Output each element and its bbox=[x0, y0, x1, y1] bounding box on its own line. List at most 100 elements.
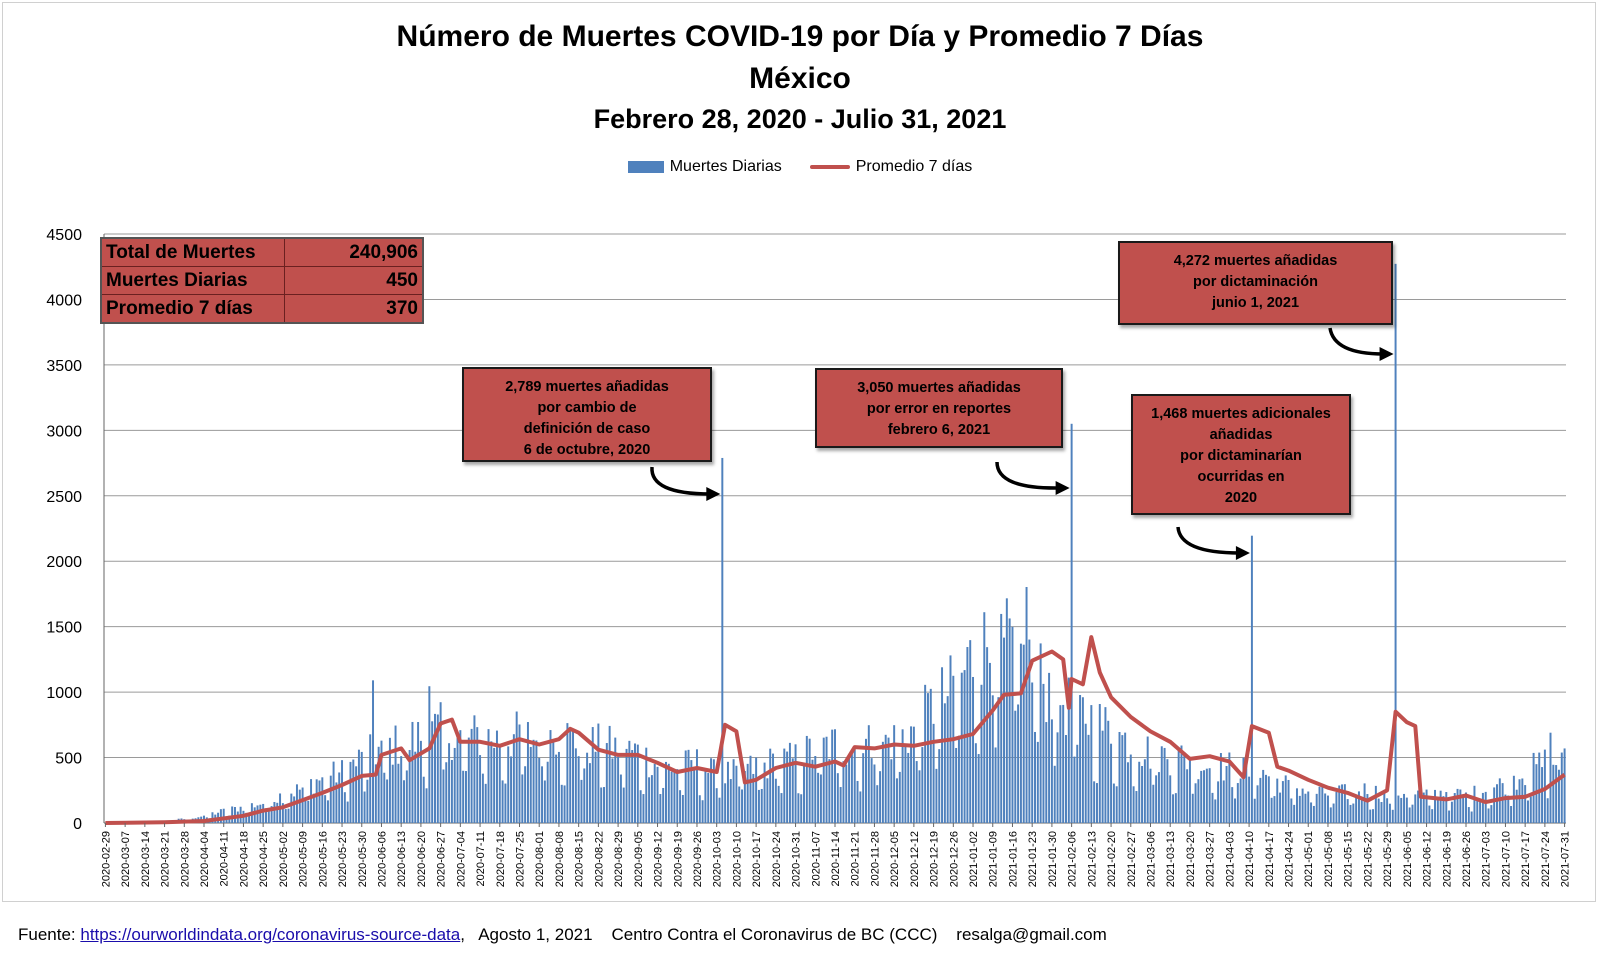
daily-bar bbox=[285, 809, 287, 823]
daily-bar bbox=[1319, 787, 1321, 823]
x-tick-label: 2021-06-05 bbox=[1402, 831, 1414, 887]
daily-bar bbox=[947, 696, 949, 823]
daily-bar bbox=[651, 775, 653, 823]
summary-value: 370 bbox=[285, 298, 422, 320]
daily-bar bbox=[719, 798, 721, 823]
daily-bar bbox=[1175, 793, 1177, 823]
daily-bar bbox=[1251, 536, 1253, 823]
daily-bar bbox=[454, 748, 456, 823]
daily-bar bbox=[611, 758, 613, 823]
daily-bar bbox=[811, 760, 813, 823]
daily-bar bbox=[941, 667, 943, 823]
daily-bar bbox=[696, 749, 698, 823]
daily-bar bbox=[1550, 733, 1552, 823]
daily-bar bbox=[1082, 697, 1084, 823]
daily-bar bbox=[490, 741, 492, 823]
x-tick-label: 2020-09-19 bbox=[672, 831, 684, 887]
daily-bar bbox=[302, 788, 304, 823]
daily-bar bbox=[299, 790, 301, 823]
footer-prefix: Fuente: bbox=[18, 925, 80, 944]
daily-bar bbox=[1330, 807, 1332, 823]
y-tick-label: 3500 bbox=[46, 358, 82, 375]
daily-bar bbox=[1147, 737, 1149, 823]
daily-bar bbox=[888, 738, 890, 823]
x-tick-label: 2020-03-28 bbox=[179, 831, 191, 887]
daily-bar bbox=[699, 795, 701, 823]
daily-bar bbox=[792, 758, 794, 823]
daily-bar bbox=[1107, 721, 1109, 823]
daily-bar bbox=[727, 762, 729, 823]
daily-bar bbox=[493, 748, 495, 823]
x-tick-label: 2021-01-30 bbox=[1047, 831, 1059, 887]
daily-bar bbox=[307, 801, 309, 823]
daily-bar bbox=[1479, 801, 1481, 823]
daily-bar bbox=[1124, 733, 1126, 823]
daily-bar bbox=[1468, 807, 1470, 823]
x-tick-label: 2021-04-24 bbox=[1284, 831, 1296, 887]
daily-bar bbox=[1166, 759, 1168, 823]
daily-bar bbox=[597, 724, 599, 823]
daily-bar bbox=[657, 767, 659, 823]
daily-bar bbox=[603, 787, 605, 823]
daily-bar bbox=[428, 686, 430, 823]
x-tick-label: 2021-03-27 bbox=[1205, 831, 1217, 887]
daily-bar bbox=[527, 722, 529, 823]
daily-bar bbox=[1561, 753, 1563, 823]
x-tick-label: 2021-05-01 bbox=[1303, 831, 1315, 887]
daily-bar bbox=[772, 754, 774, 823]
daily-bar bbox=[1271, 798, 1273, 823]
daily-bar bbox=[1192, 794, 1194, 823]
x-tick-label: 2020-04-18 bbox=[238, 831, 250, 887]
y-tick-label: 4000 bbox=[46, 292, 82, 309]
daily-bar bbox=[513, 734, 515, 823]
source-link[interactable]: https://ourworldindata.org/coronavirus-s… bbox=[80, 925, 460, 944]
daily-bar bbox=[1073, 757, 1075, 823]
daily-bar bbox=[1220, 753, 1222, 823]
daily-bar bbox=[958, 736, 960, 823]
daily-bar bbox=[411, 722, 413, 823]
daily-bar bbox=[924, 685, 926, 823]
daily-bar bbox=[1088, 735, 1090, 823]
x-tick-label: 2020-11-07 bbox=[810, 831, 822, 886]
daily-bar bbox=[1057, 732, 1059, 823]
daily-bar bbox=[1113, 784, 1115, 823]
daily-bar bbox=[1085, 724, 1087, 823]
daily-bar bbox=[499, 747, 501, 823]
daily-bar bbox=[817, 773, 819, 823]
daily-bar bbox=[1197, 779, 1199, 823]
daily-bar bbox=[606, 743, 608, 823]
daily-bar bbox=[1045, 722, 1047, 823]
daily-bar bbox=[268, 811, 270, 823]
y-tick-label: 3000 bbox=[46, 423, 82, 440]
daily-bar bbox=[662, 788, 664, 823]
daily-bar bbox=[361, 752, 363, 823]
daily-bar bbox=[1257, 785, 1259, 823]
daily-bar bbox=[369, 734, 371, 823]
daily-bar bbox=[789, 743, 791, 823]
daily-bar bbox=[871, 758, 873, 823]
daily-bar bbox=[440, 702, 442, 823]
daily-bar bbox=[1564, 748, 1566, 823]
daily-bar bbox=[1237, 783, 1239, 823]
daily-bar bbox=[372, 680, 374, 823]
daily-bar bbox=[1240, 779, 1242, 823]
daily-bar bbox=[1254, 799, 1256, 823]
daily-bar bbox=[1400, 798, 1402, 823]
x-tick-label: 2020-12-19 bbox=[929, 831, 941, 887]
x-tick-label: 2020-08-08 bbox=[554, 831, 566, 887]
daily-bar bbox=[721, 458, 723, 823]
x-tick-label: 2021-06-12 bbox=[1422, 831, 1434, 887]
daily-bar bbox=[1152, 785, 1154, 823]
daily-bar bbox=[1062, 705, 1064, 823]
arrow-april-head bbox=[1236, 546, 1250, 560]
x-tick-label: 2021-02-27 bbox=[1126, 831, 1138, 887]
daily-bar bbox=[1485, 792, 1487, 823]
daily-bar bbox=[1510, 806, 1512, 823]
daily-bar bbox=[344, 792, 346, 823]
daily-bar bbox=[1155, 775, 1157, 823]
arrow-february-head bbox=[1056, 481, 1070, 495]
daily-bar bbox=[1533, 753, 1535, 823]
daily-bar bbox=[800, 794, 802, 823]
daily-bar bbox=[1180, 745, 1182, 823]
annotation-february: 3,050 muertes añadidas por error en repo… bbox=[815, 368, 1063, 448]
